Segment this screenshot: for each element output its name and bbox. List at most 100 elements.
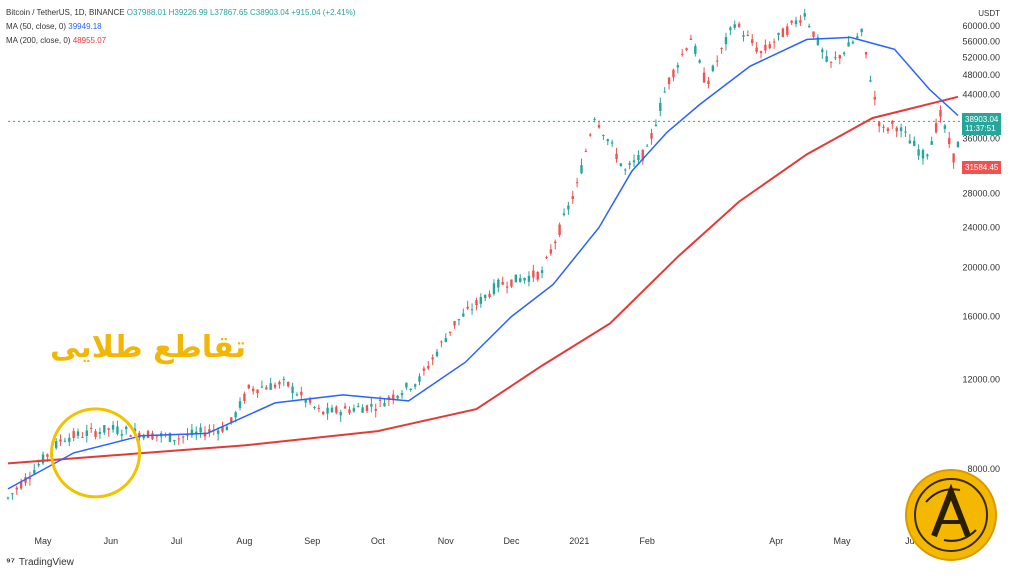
x-tick-label: Ju (905, 536, 915, 546)
candle-body (624, 169, 627, 171)
candle-body (737, 23, 741, 27)
candle-body (921, 150, 925, 159)
candle-body (838, 55, 841, 59)
x-axis[interactable]: May Jun Jul Aug Sep Oct Nov Dec 2021 Feb Apr May Ju (35, 536, 915, 546)
candle-body (514, 274, 518, 283)
candle-body (357, 406, 360, 408)
candle-body (720, 47, 723, 50)
candle-body (422, 368, 426, 371)
candle-body (786, 26, 789, 35)
candle-body (952, 153, 955, 163)
candle-body (869, 80, 872, 82)
candle-body (107, 428, 110, 430)
y-tick-label: 24000.00 (962, 222, 1000, 232)
last-price-badge: 38903.04 11:37:51 (962, 113, 1002, 136)
candle-body (606, 139, 609, 142)
candle-body (339, 412, 342, 416)
candle-body (536, 271, 539, 280)
candle-body (177, 438, 180, 440)
y-tick-label: 8000.00 (967, 464, 1000, 474)
candle-body (751, 39, 754, 44)
candle-body (116, 426, 119, 434)
candle-body (448, 331, 452, 333)
candle-body (313, 406, 316, 408)
candle-body (930, 141, 933, 145)
candle-body (291, 386, 294, 394)
y-tick-label: 44000.00 (962, 89, 1000, 99)
candle-body (85, 430, 89, 436)
candle-body (208, 429, 211, 433)
x-tick-label: May (833, 536, 851, 546)
candle-body (41, 454, 45, 464)
tradingview-footer[interactable]: ⁹⁷ TradingView (6, 557, 74, 568)
candle-body (181, 436, 185, 438)
legend-ma200-row[interactable]: MA (200, close, 0) 48955.07 (6, 34, 355, 48)
candle-body (619, 163, 623, 167)
candle-body (680, 53, 684, 55)
candle-body (562, 213, 566, 216)
candle-body (584, 150, 588, 152)
candle-body (488, 293, 491, 297)
ma50-value: 39949.18 (68, 22, 102, 31)
candle-body (155, 435, 159, 437)
y-tick-label: 16000.00 (962, 312, 1000, 322)
x-tick-label: 2021 (569, 536, 589, 546)
candle-body (803, 13, 806, 17)
candle-body (689, 38, 693, 40)
candle-body (68, 437, 71, 442)
candle-body (702, 72, 706, 83)
tradingview-logo-icon: ⁹⁷ (6, 557, 15, 568)
candle-body (558, 224, 561, 236)
candle-body (383, 403, 386, 407)
candle-body (28, 477, 32, 480)
candle-body (641, 149, 644, 161)
candle-body (286, 381, 290, 387)
candle-body (435, 351, 439, 356)
candle-body (387, 396, 391, 400)
candle-body (794, 20, 798, 24)
y-axis[interactable]: 60000.00 56000.00 52000.00 48000.00 44000.00… (962, 9, 1000, 474)
y-tick-label: 12000.00 (962, 375, 1000, 385)
candle-body (729, 27, 732, 31)
candle-body (807, 26, 811, 28)
candle-body (269, 383, 272, 390)
symbol-label[interactable]: Bitcoin / TetherUS, 1D, BINANCE (6, 8, 125, 17)
candle-body (667, 77, 671, 85)
x-tick-label: Oct (371, 536, 386, 546)
candle-body (125, 426, 128, 430)
candle-body (645, 145, 649, 147)
candle-body (764, 44, 767, 51)
candle-body (532, 270, 535, 278)
candle-body (628, 163, 631, 165)
candle-body (453, 321, 456, 326)
candle-body (694, 46, 697, 54)
bar-countdown: 11:37:51 (965, 124, 996, 134)
candle-body (230, 417, 233, 423)
legend-ma50-row[interactable]: MA (50, close, 0) 39949.18 (6, 20, 355, 34)
candle-body (15, 487, 18, 490)
candle-body (190, 429, 194, 436)
candle-body (335, 406, 338, 413)
candle-body (829, 61, 833, 63)
candle-body (926, 154, 929, 157)
candle-body (470, 309, 474, 311)
ohlc-values: O37988.01 H39226.99 L37867.65 C38903.04 … (126, 8, 356, 17)
candle-body (856, 36, 859, 39)
candle-body (711, 65, 715, 72)
candle-body (238, 401, 242, 408)
candle-body (716, 60, 719, 62)
y-tick-label: 20000.00 (962, 263, 1000, 273)
candle-body (632, 160, 636, 163)
candle-body (251, 388, 255, 392)
candle-body (243, 393, 246, 401)
candle-body (265, 387, 268, 390)
chart-legend: Bitcoin / TetherUS, 1D, BINANCE O37988.0… (6, 6, 355, 48)
candle-body (759, 51, 763, 54)
candle-body (663, 91, 666, 93)
site-logo (904, 468, 998, 562)
candle-body (378, 399, 382, 401)
candle-body (934, 123, 938, 133)
candle-body (939, 110, 942, 117)
